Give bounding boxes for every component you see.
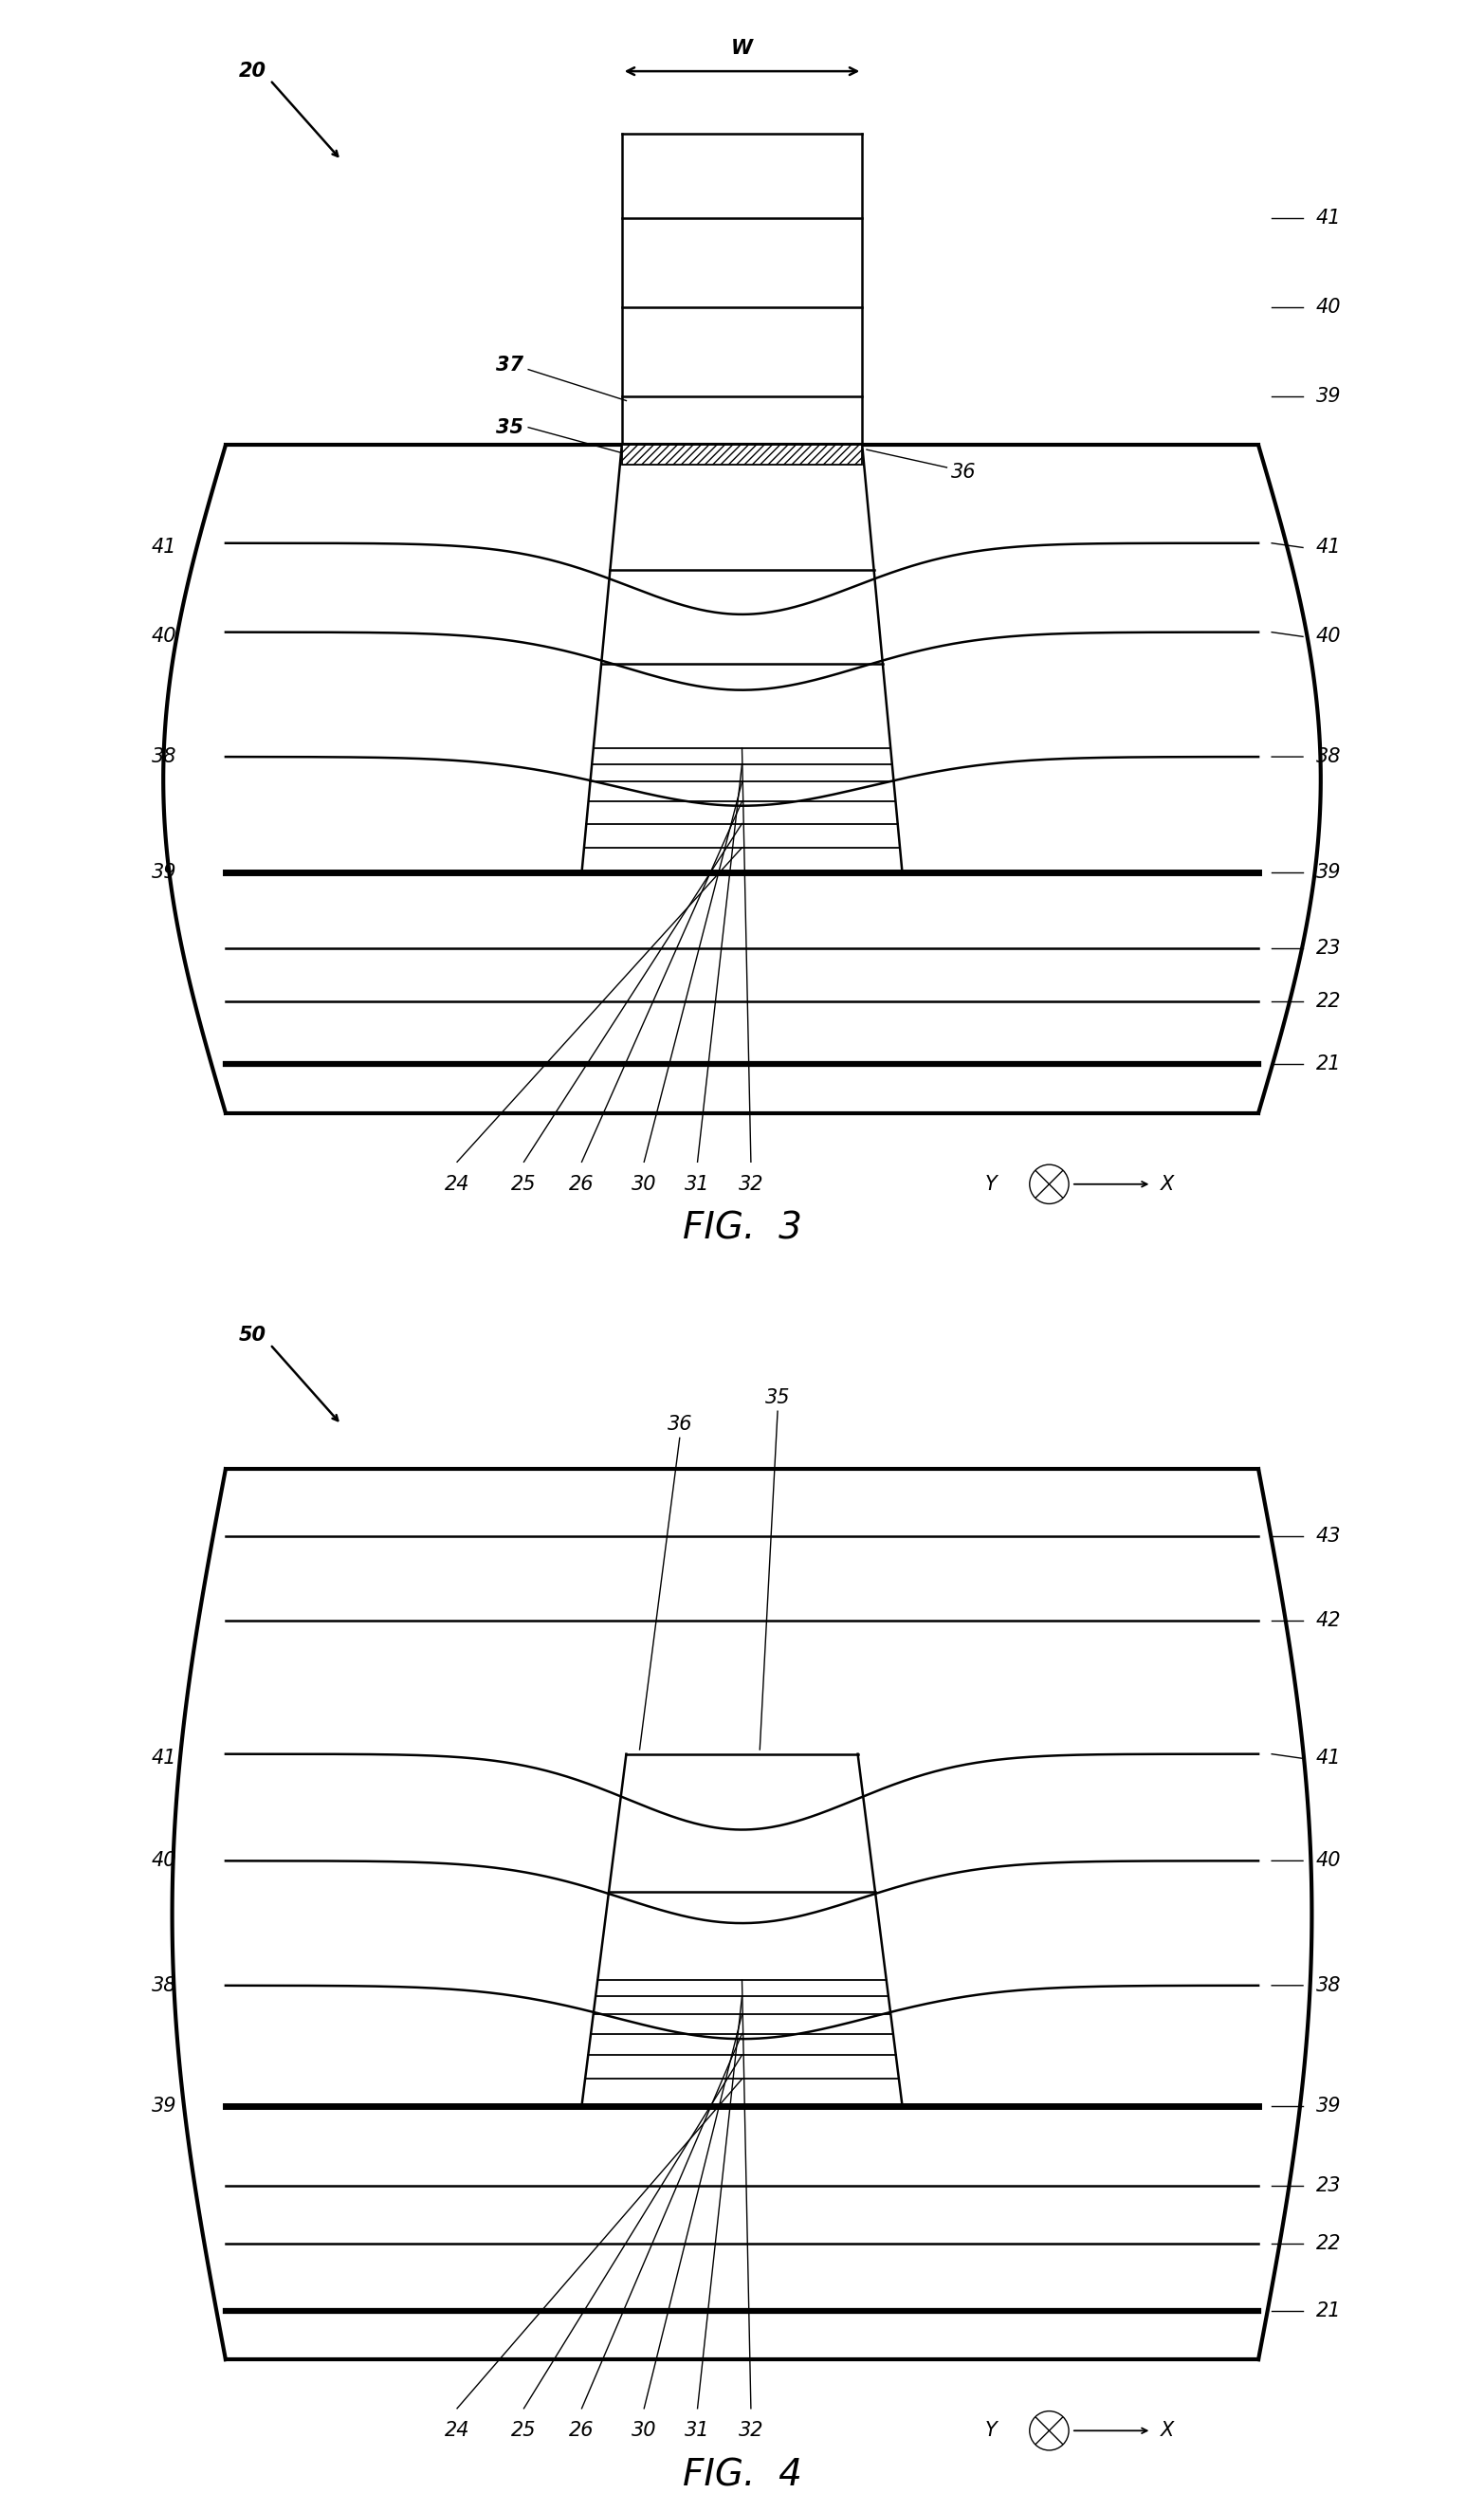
Text: 24: 24 <box>445 1174 469 1194</box>
Text: 32: 32 <box>739 2421 763 2441</box>
Text: 20: 20 <box>239 62 266 80</box>
Text: FIG.  4: FIG. 4 <box>683 2458 801 2493</box>
Text: 41: 41 <box>151 538 177 556</box>
Text: 39: 39 <box>151 863 177 883</box>
Text: 37: 37 <box>496 356 524 374</box>
Text: 25: 25 <box>512 1174 536 1194</box>
Text: 24: 24 <box>445 2421 469 2441</box>
Text: 40: 40 <box>1316 297 1342 317</box>
Text: 22: 22 <box>1316 992 1342 1012</box>
Text: Y: Y <box>985 1174 997 1194</box>
Text: 41: 41 <box>151 1750 177 1768</box>
Text: 39: 39 <box>1316 863 1342 883</box>
Text: 41: 41 <box>1316 209 1342 227</box>
Text: 32: 32 <box>739 1174 763 1194</box>
Text: 35: 35 <box>766 1389 789 1409</box>
Text: 40: 40 <box>1316 628 1342 646</box>
Text: 23: 23 <box>1316 940 1342 957</box>
Text: 39: 39 <box>1316 2097 1342 2114</box>
Text: W: W <box>732 40 752 57</box>
Text: 36: 36 <box>668 1416 692 1433</box>
Text: 39: 39 <box>151 2097 177 2114</box>
Text: 42: 42 <box>1316 1610 1342 1630</box>
Text: Y: Y <box>985 2421 997 2441</box>
Text: 31: 31 <box>686 1174 709 1194</box>
Text: 30: 30 <box>632 1174 656 1194</box>
Text: FIG.  3: FIG. 3 <box>683 1212 801 1246</box>
Text: 50: 50 <box>239 1326 266 1346</box>
Text: 41: 41 <box>1316 538 1342 556</box>
Text: X: X <box>1160 1174 1174 1194</box>
Polygon shape <box>622 446 862 464</box>
Text: 23: 23 <box>1316 2176 1342 2196</box>
Text: 40: 40 <box>151 1852 177 1870</box>
Text: 35: 35 <box>496 419 524 436</box>
Text: 36: 36 <box>951 461 976 481</box>
Text: 22: 22 <box>1316 2234 1342 2254</box>
Text: X: X <box>1160 2421 1174 2441</box>
Text: 40: 40 <box>1316 1852 1342 1870</box>
Text: 41: 41 <box>1316 1750 1342 1768</box>
Text: 38: 38 <box>151 748 177 765</box>
Text: 21: 21 <box>1316 2301 1342 2321</box>
Text: 38: 38 <box>1316 748 1342 765</box>
Text: 38: 38 <box>1316 1977 1342 1994</box>
Text: 38: 38 <box>151 1977 177 1994</box>
Text: 43: 43 <box>1316 1526 1342 1546</box>
Text: 30: 30 <box>632 2421 656 2441</box>
Text: 25: 25 <box>512 2421 536 2441</box>
Text: 40: 40 <box>151 628 177 646</box>
Text: 26: 26 <box>570 2421 594 2441</box>
Text: 39: 39 <box>1316 386 1342 406</box>
Text: 26: 26 <box>570 1174 594 1194</box>
Text: 21: 21 <box>1316 1055 1342 1074</box>
Text: 31: 31 <box>686 2421 709 2441</box>
